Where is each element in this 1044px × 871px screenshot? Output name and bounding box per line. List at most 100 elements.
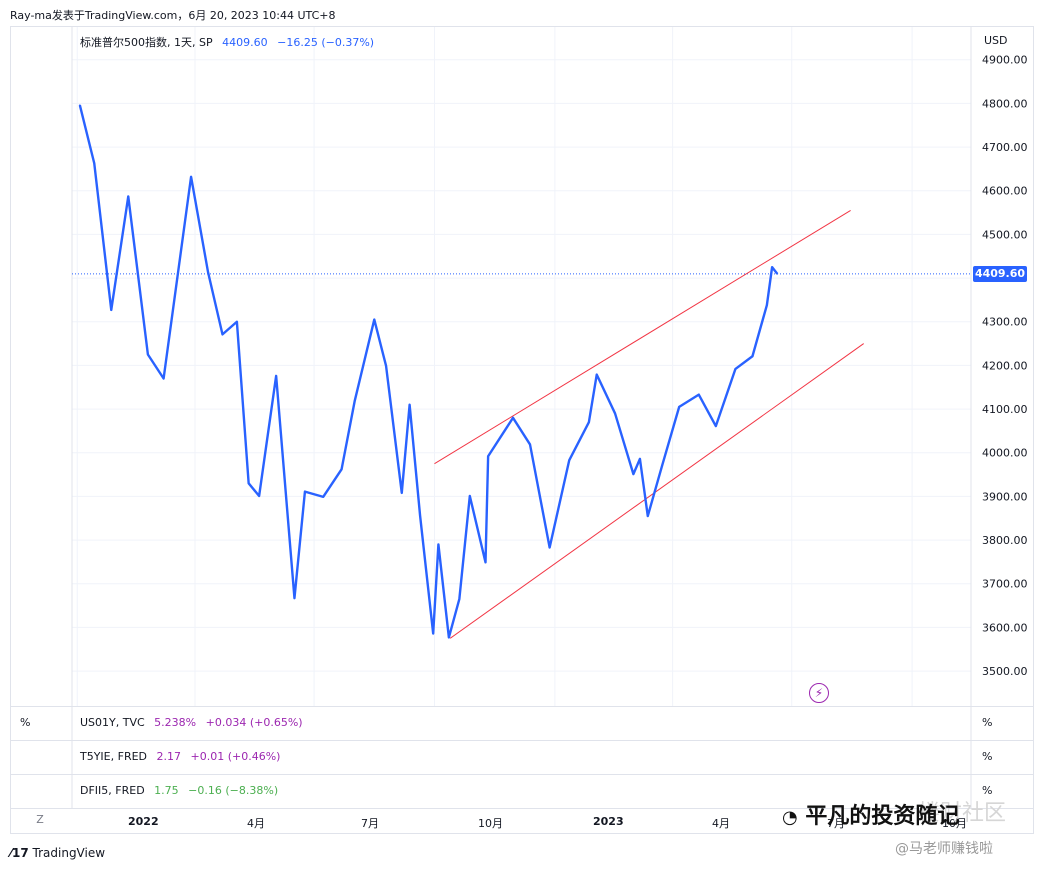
channel-lines (434, 209, 864, 639)
price-tick-label: 3800.00 (982, 534, 1028, 547)
price-point (776, 273, 779, 275)
price-tick-label: 4900.00 (982, 54, 1028, 67)
price-point (766, 304, 768, 306)
currency-label: USD (984, 34, 1008, 47)
price-point (385, 365, 387, 367)
legend-last-value: 4409.60 (222, 36, 268, 49)
price-point (93, 162, 96, 165)
price-point (408, 403, 411, 406)
price-tick-label: 4000.00 (982, 447, 1028, 460)
indicator-label: T5YIE, FRED 2.17 +0.01 (+0.46%) (80, 750, 280, 763)
price-point (258, 495, 260, 497)
price-point (715, 425, 717, 427)
time-axis[interactable] (10, 808, 1034, 835)
price-tick-label: 4300.00 (982, 316, 1028, 329)
price-point (678, 406, 680, 408)
tradingview-logo[interactable]: ⁄17 TradingView (10, 846, 105, 860)
price-point (147, 353, 149, 356)
price-point (275, 375, 277, 377)
faint-watermark: 楼财社区 (918, 801, 1007, 826)
price-point (448, 636, 450, 639)
chart-frame (10, 26, 1034, 834)
price-tick-label: 3700.00 (982, 578, 1028, 591)
main-legend[interactable]: 标准普尔500指数, 1天, SP 4409.60 −16.25 (−0.37%… (80, 34, 374, 50)
price-tick-label: 4200.00 (982, 359, 1028, 372)
price-point (127, 195, 130, 198)
indicator-name: T5YIE, FRED (80, 750, 148, 763)
price-point (340, 468, 343, 471)
indicator-value: 1.75 (154, 784, 179, 797)
indicator-value: 5.238% (154, 716, 197, 729)
indicator-row-dfii5[interactable]: DFII5, FRED 1.75 −0.16 (−8.38%) % (10, 774, 1034, 809)
price-point (751, 355, 754, 358)
price-point (469, 495, 471, 497)
price-point (162, 377, 165, 380)
price-point (432, 632, 434, 635)
channel-upper-line (434, 209, 851, 465)
price-axis-ticks: 4900.004800.004700.004600.004500.004400.… (982, 54, 1028, 678)
price-point (484, 561, 487, 564)
price-point (568, 459, 571, 461)
indicator-name: DFII5, FRED (80, 784, 145, 797)
price-tick-label: 3900.00 (982, 490, 1028, 503)
indicator-value: 2.17 (156, 750, 182, 763)
price-tick-label: 4100.00 (982, 403, 1028, 416)
x-label-2023: 2023 (593, 815, 624, 828)
price-point (236, 320, 238, 323)
x-label-jul-2023: 7月 (827, 817, 845, 830)
tv-logo-icon: ⁄17 (10, 846, 29, 860)
price-point (247, 482, 250, 485)
indicator-row-us01y[interactable]: % US01Y, TVC 5.238% +0.034 (+0.65%) % (10, 706, 1034, 741)
price-point (373, 318, 376, 321)
lightning-icon[interactable]: ⚡ (809, 683, 829, 703)
price-point (419, 514, 421, 517)
price-point (646, 515, 649, 517)
x-label-oct-2022: 10月 (478, 817, 503, 830)
price-point (512, 417, 514, 419)
price-point (79, 104, 81, 106)
wechat-icon: ◔ (782, 807, 798, 828)
channel-lower-line (449, 343, 864, 639)
indicator-pct-right: % (982, 784, 993, 797)
price-point (698, 393, 700, 396)
price-point (529, 443, 531, 446)
price-point (207, 271, 209, 274)
price-point (614, 412, 616, 415)
legend-symbol: 标准普尔500指数, 1天, SP (80, 36, 213, 49)
indicator-change: +0.01 (+0.46%) (190, 750, 281, 763)
x-label-apr-2023: 4月 (712, 817, 730, 830)
zoom-button[interactable]: Z (36, 813, 44, 826)
indicator-change: +0.034 (+0.65%) (205, 716, 303, 729)
watermark-main: ◔ 平凡的投资随记 (782, 798, 959, 830)
price-point (548, 546, 551, 549)
x-label-2022: 2022 (128, 815, 159, 828)
price-point (110, 309, 113, 311)
x-label-jul-2022: 7月 (361, 817, 379, 830)
price-point (734, 368, 737, 370)
indicator-row-t5yie[interactable]: T5YIE, FRED 2.17 +0.01 (+0.46%) % (10, 740, 1034, 775)
price-point (293, 597, 296, 599)
price-point (487, 455, 489, 458)
price-point (353, 400, 356, 403)
indicator-pct-right: % (982, 750, 993, 763)
tv-logo-text: TradingView (32, 846, 106, 860)
grid (72, 27, 971, 706)
indicator-pct-left: % (20, 716, 31, 729)
price-point (661, 464, 663, 467)
indicator-label: DFII5, FRED 1.75 −0.16 (−8.38%) (80, 784, 278, 797)
last-price-tag: 4409.60 (973, 265, 1027, 282)
price-point (639, 458, 641, 460)
price-points (79, 104, 779, 639)
price-tick-label: 4800.00 (982, 97, 1028, 110)
price-point (595, 373, 598, 376)
x-label-apr-2022: 4月 (247, 817, 265, 830)
indicator-change: −0.16 (−8.38%) (188, 784, 279, 797)
indicator-label: US01Y, TVC 5.238% +0.034 (+0.65%) (80, 716, 303, 729)
price-point (632, 473, 635, 475)
price-point (304, 490, 306, 493)
price-tick-label: 4500.00 (982, 228, 1028, 241)
watermark-main-text: 平凡的投资随记 (805, 804, 960, 829)
price-point (400, 492, 403, 494)
price-point (458, 598, 461, 600)
